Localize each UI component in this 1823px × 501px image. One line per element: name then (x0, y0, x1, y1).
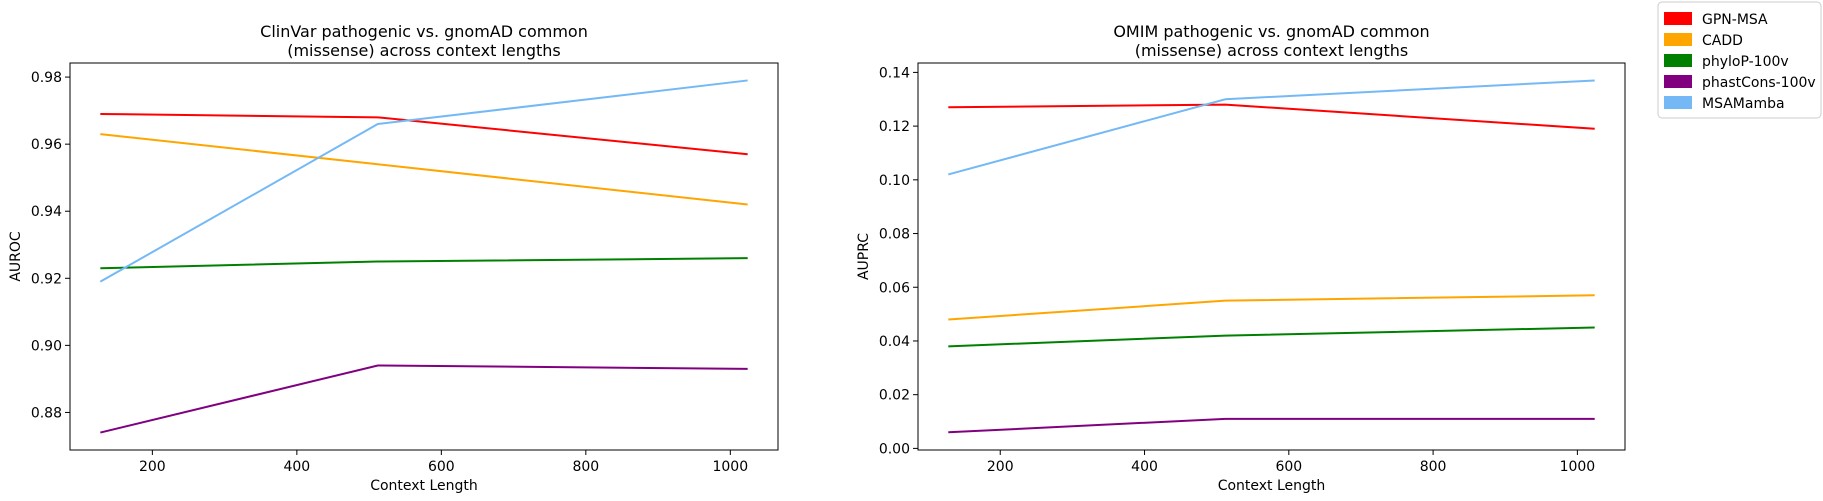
y-tick-label: 0.14 (879, 65, 910, 81)
y-tick-label: 0.98 (31, 70, 62, 86)
legend-label: phastCons-100v (1702, 75, 1816, 91)
x-tick-label: 600 (428, 459, 455, 475)
y-axis-label: AUROC (8, 231, 24, 282)
chart-clinvar-auroc: ClinVar pathogenic vs. gnomAD common (mis… (8, 22, 779, 494)
x-tick-label: 400 (1131, 459, 1158, 475)
y-tick-label: 0.08 (879, 227, 910, 243)
x-tick-label: 400 (283, 459, 310, 475)
series-line-gpn-msa (100, 112, 748, 156)
legend-label: phyloP-100v (1702, 54, 1789, 70)
y-tick-label: 0.04 (879, 334, 910, 350)
x-tick-label: 1000 (712, 459, 748, 475)
chart-omim-auprc: OMIM pathogenic vs. gnomAD common (missen… (856, 22, 1626, 494)
y-tick-label: 0.96 (31, 137, 62, 153)
x-tick-label: 800 (572, 459, 599, 475)
series-line-msamamba (948, 79, 1595, 176)
y-tick-label: 0.92 (31, 271, 62, 287)
legend: GPN-MSA CADD phyloP-100v phastCons-100v MSAM… (1657, 1, 1822, 119)
series-line-phylop-100v (100, 257, 748, 270)
legend-swatch-phastcons-100v (1664, 75, 1692, 88)
legend-label: MSAMamba (1702, 96, 1785, 112)
y-tick-label: 0.10 (879, 173, 910, 189)
y-tick-label: 0.02 (879, 388, 910, 404)
x-tick-label: 1000 (1560, 459, 1596, 475)
legend-swatch-msamamba (1664, 96, 1692, 109)
legend-swatch-gpn-msa (1664, 12, 1692, 25)
chart-title: OMIM pathogenic vs. gnomAD common (missen… (1113, 22, 1429, 60)
series-line-cadd (100, 133, 748, 206)
series-line-cadd (948, 294, 1595, 321)
chart-title: ClinVar pathogenic vs. gnomAD common (mis… (260, 22, 588, 60)
x-tick-label: 200 (139, 459, 166, 475)
legend-swatch-cadd (1664, 33, 1692, 46)
chart-title-line: (missense) across context lengths (287, 41, 561, 60)
series-line-phastcons-100v (948, 417, 1595, 434)
y-axis-label: AUPRC (856, 233, 872, 280)
y-tick-label: 0.00 (879, 441, 910, 457)
x-tick-label: 200 (987, 459, 1014, 475)
legend-swatch-phylop-100v (1664, 54, 1692, 67)
y-tick-label: 0.90 (31, 338, 62, 354)
y-tick-label: 0.94 (31, 204, 62, 220)
chart-title-line: ClinVar pathogenic vs. gnomAD common (260, 22, 588, 41)
plot-frame (69, 62, 779, 451)
y-tick-label: 0.12 (879, 119, 910, 135)
series-line-gpn-msa (948, 103, 1595, 130)
y-tick-label: 0.06 (879, 280, 910, 296)
legend-label: GPN-MSA (1702, 12, 1768, 28)
series-line-phylop-100v (948, 326, 1595, 348)
x-tick-label: 800 (1420, 459, 1447, 475)
series-line-phastcons-100v (100, 364, 748, 434)
y-tick-label: 0.88 (31, 405, 62, 421)
chart-title-line: (missense) across context lengths (1135, 41, 1409, 60)
plot-frame (917, 62, 1626, 451)
legend-label: CADD (1702, 33, 1743, 49)
x-axis-label: Context Length (1218, 478, 1326, 494)
x-axis-label: Context Length (370, 478, 478, 494)
x-tick-label: 600 (1275, 459, 1302, 475)
series-line-msamamba (99, 79, 748, 283)
legend-box (1657, 1, 1822, 119)
chart-title-line: OMIM pathogenic vs. gnomAD common (1113, 22, 1429, 41)
